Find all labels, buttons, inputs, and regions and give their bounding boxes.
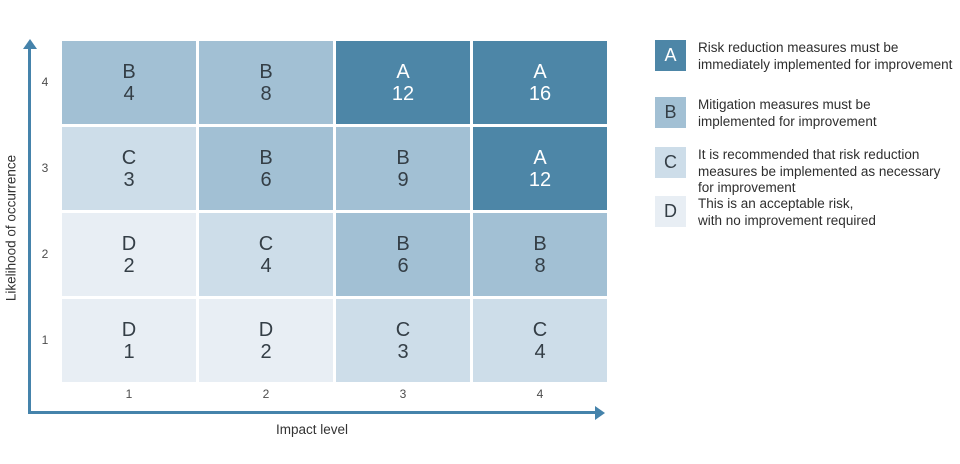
cell-rating: B xyxy=(396,232,410,255)
y-axis-arrowhead-icon xyxy=(23,39,37,49)
y-tick-4: 4 xyxy=(41,75,49,89)
legend-description-D: This is an acceptable risk, with no impr… xyxy=(698,196,876,228)
cell-score: 16 xyxy=(528,82,552,105)
matrix-cell-L3-I4: A 12 xyxy=(473,127,607,210)
cell-rating: B xyxy=(259,146,273,169)
y-tick-1: 1 xyxy=(41,333,49,347)
x-tick-3: 3 xyxy=(399,387,407,401)
legend-swatch-C: C xyxy=(655,147,686,178)
legend-swatch-A: A xyxy=(655,40,686,71)
cell-rating: C xyxy=(532,318,548,341)
cell-rating: C xyxy=(258,232,274,255)
cell-rating: B xyxy=(533,232,547,255)
legend-item-A: A Risk reduction measures must be immedia… xyxy=(655,40,960,73)
x-tick-2: 2 xyxy=(262,387,270,401)
cell-score: 3 xyxy=(123,168,135,191)
matrix-cell-L4-I3: A 12 xyxy=(336,41,470,124)
legend-item-D: D This is an acceptable risk, with no imp… xyxy=(655,196,960,229)
legend-description-A: Risk reduction measures must be immediat… xyxy=(698,40,953,72)
cell-rating: B xyxy=(122,60,136,83)
cell-score: 9 xyxy=(397,168,409,191)
legend-swatch-D: D xyxy=(655,196,686,227)
cell-score: 4 xyxy=(260,254,272,277)
cell-score: 3 xyxy=(397,340,409,363)
legend-description-B: Mitigation measures must be implemented … xyxy=(698,97,877,129)
x-axis-arrowhead-icon xyxy=(595,405,605,420)
cell-score: 4 xyxy=(534,340,546,363)
cell-rating: A xyxy=(396,60,410,83)
cell-score: 6 xyxy=(260,168,272,191)
cell-rating: D xyxy=(121,232,137,255)
cell-score: 8 xyxy=(534,254,546,277)
cell-rating: C xyxy=(395,318,411,341)
x-axis-label: Impact level xyxy=(275,422,349,437)
cell-rating: D xyxy=(258,318,274,341)
x-tick-4: 4 xyxy=(536,387,544,401)
cell-rating: D xyxy=(121,318,137,341)
cell-rating: A xyxy=(533,60,547,83)
y-tick-3: 3 xyxy=(41,161,49,175)
cell-score: 2 xyxy=(260,340,272,363)
x-tick-1: 1 xyxy=(125,387,133,401)
cell-score: 12 xyxy=(391,82,415,105)
legend-item-C: C It is recommended that risk reduction m… xyxy=(655,147,960,197)
risk-matrix-grid: B 4 B 8 A 12 A 16 C 3 B 6 B 9 A 12 D 2 C 4 B 6 B 8 D 1 D 2 C 3 C 4 xyxy=(62,41,607,382)
cell-rating: C xyxy=(121,146,137,169)
cell-rating: A xyxy=(533,146,547,169)
cell-score: 2 xyxy=(123,254,135,277)
y-axis-line xyxy=(28,48,31,414)
cell-rating: B xyxy=(259,60,273,83)
cell-score: 4 xyxy=(123,82,135,105)
legend-swatch-B: B xyxy=(655,97,686,128)
cell-score: 12 xyxy=(528,168,552,191)
legend-description-C: It is recommended that risk reduction me… xyxy=(698,147,941,195)
y-axis-label: Likelihood of occurrence xyxy=(3,154,19,302)
cell-rating: B xyxy=(396,146,410,169)
cell-score: 6 xyxy=(397,254,409,277)
matrix-cell-L4-I4: A 16 xyxy=(473,41,607,124)
cell-score: 8 xyxy=(260,82,272,105)
x-axis-line xyxy=(28,411,595,414)
legend-item-B: B Mitigation measures must be implemented… xyxy=(655,97,960,130)
y-tick-2: 2 xyxy=(41,247,49,261)
cell-score: 1 xyxy=(123,340,135,363)
